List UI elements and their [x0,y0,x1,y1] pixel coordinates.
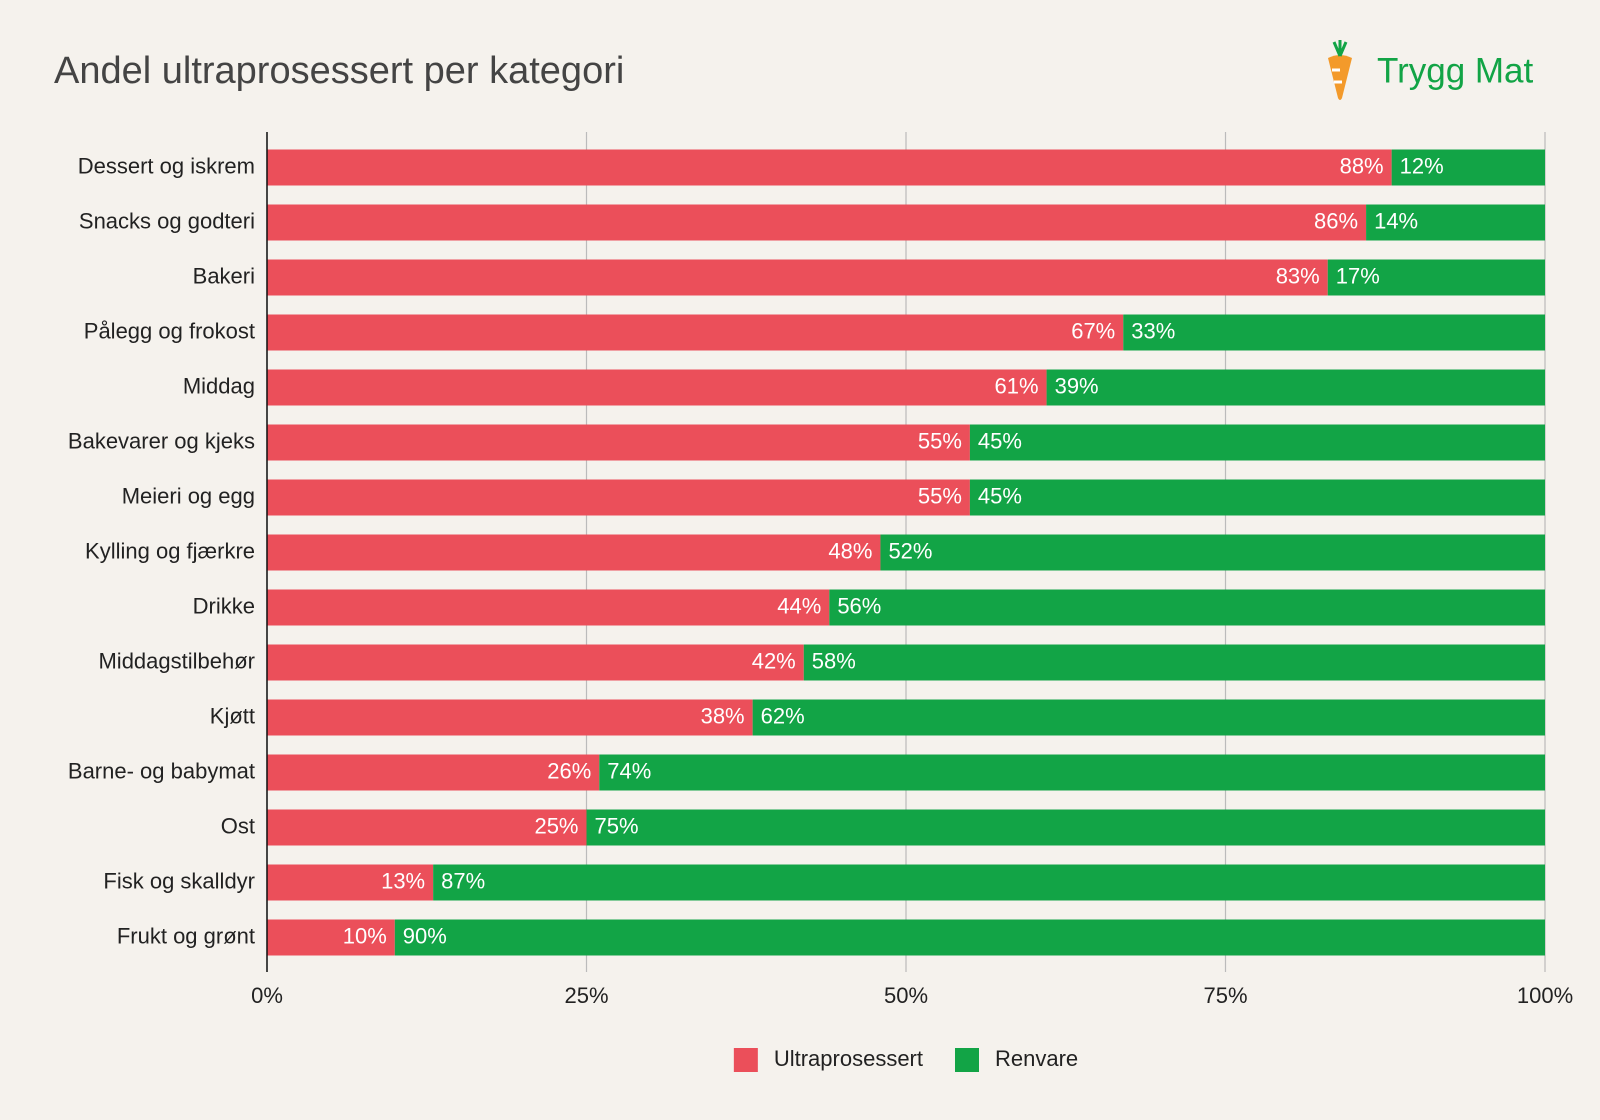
value-label: 12% [1400,153,1444,178]
x-tick-label: 75% [1203,983,1247,1008]
bar-segment [267,424,970,461]
value-label: 38% [701,703,745,728]
bar-segment [267,534,881,571]
legend: Ultraprosessert Renvare [733,1046,1078,1072]
bar-segment [1391,149,1545,186]
value-label: 56% [837,593,881,618]
value-label: 45% [978,428,1022,453]
value-label: 13% [381,868,425,893]
bar-segment [267,259,1328,296]
bar-segment [880,534,1545,571]
y-tick-label: Kjøtt [210,703,255,728]
bar-segment [829,589,1545,626]
logo-icon [1328,40,1352,100]
value-label: 86% [1314,208,1358,233]
bar-segment [267,919,395,956]
bar-segment [1123,314,1545,351]
x-tick-label: 100% [1517,983,1573,1008]
value-label: 14% [1374,208,1418,233]
value-label: 74% [607,758,651,783]
value-label: 39% [1055,373,1099,398]
value-label: 44% [777,593,821,618]
legend-label: Ultraprosessert [774,1046,923,1071]
bar-segment [267,864,434,901]
bar-segment [267,589,830,626]
bar-segment [752,699,1545,736]
y-tick-label: Pålegg og frokost [84,318,255,343]
bar-segment [394,919,1545,956]
value-label: 25% [534,813,578,838]
bar-segment [267,644,804,681]
bar-segment [267,754,600,791]
bar-segment [267,149,1392,186]
bar-segment [267,699,753,736]
y-tick-label: Middag [183,373,255,398]
y-tick-label: Snacks og godteri [79,208,255,233]
value-label: 87% [441,868,485,893]
value-label: 88% [1340,153,1384,178]
bar-segment [1046,369,1545,406]
bar-segment [803,644,1545,681]
bar-segment [969,479,1545,516]
y-tick-label: Ost [221,813,255,838]
value-label: 61% [995,373,1039,398]
y-tick-label: Drikke [193,593,255,618]
y-tick-label: Bakeri [193,263,255,288]
bar-segment [586,809,1545,846]
value-label: 83% [1276,263,1320,288]
bar-segment [1327,259,1545,296]
value-label: 42% [752,648,796,673]
bar-segment [599,754,1545,791]
value-label: 33% [1131,318,1175,343]
y-tick-label: Frukt og grønt [117,923,255,948]
value-label: 67% [1071,318,1115,343]
value-label: 45% [978,483,1022,508]
x-tick-label: 50% [884,983,928,1008]
bar-segment [267,479,970,516]
y-tick-label: Middagstilbehør [98,648,255,673]
value-label: 10% [343,923,387,948]
y-tick-label: Barne- og babymat [68,758,255,783]
y-tick-label: Dessert og iskrem [78,153,255,178]
bar-segment [267,809,587,846]
value-label: 75% [595,813,639,838]
y-tick-label: Fisk og skalldyr [103,868,255,893]
y-tick-label: Kylling og fjærkre [85,538,255,563]
value-label: 17% [1336,263,1380,288]
legend-label: Renvare [995,1046,1078,1071]
legend-swatch [955,1048,979,1072]
y-tick-label: Bakevarer og kjeks [68,428,255,453]
brand-name: Trygg Mat [1377,51,1534,90]
x-tick-label: 25% [564,983,608,1008]
value-label: 55% [918,483,962,508]
bar-segment [433,864,1545,901]
bar-segment [1366,204,1545,241]
y-tick-label: Meieri og egg [122,483,255,508]
bar-segment [267,204,1367,241]
value-label: 52% [888,538,932,563]
bar-segment [969,424,1545,461]
legend-swatch [733,1048,758,1072]
value-label: 55% [918,428,962,453]
value-label: 58% [812,648,856,673]
x-tick-label: 0% [251,983,283,1008]
value-label: 48% [828,538,872,563]
value-label: 90% [403,923,447,948]
value-label: 62% [761,703,805,728]
value-label: 26% [547,758,591,783]
bar-segment [267,314,1124,351]
chart-title: Andel ultraprosessert per kategori [54,50,624,92]
bar-segment [267,369,1047,406]
